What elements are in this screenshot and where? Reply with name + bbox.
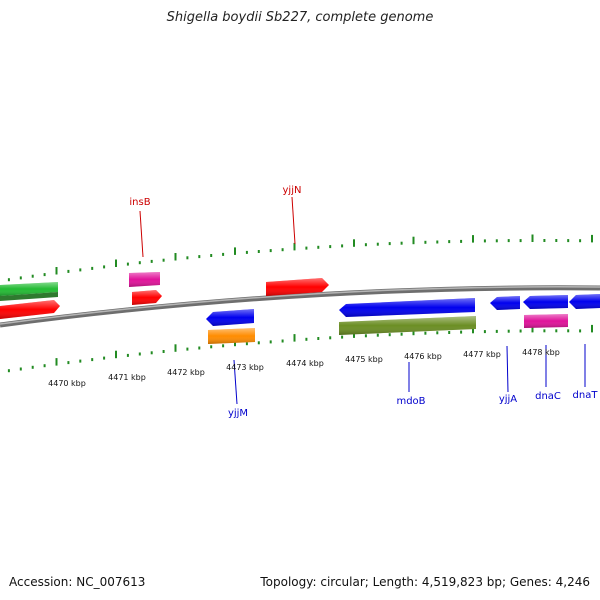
- lower-tick-track: [7, 324, 593, 373]
- gene-dnaT[interactable]: [569, 294, 600, 309]
- gene-dnaC-pink[interactable]: [524, 314, 568, 328]
- insB-leader-line: [139, 210, 144, 258]
- gene-label-mdoB[interactable]: mdoB: [396, 396, 425, 407]
- gene-label-dnaC[interactable]: dnaC: [535, 391, 561, 402]
- scale-label: 4473 kbp: [226, 363, 264, 372]
- gene-dnaC[interactable]: [523, 295, 568, 309]
- gene-red-1[interactable]: [0, 300, 60, 319]
- scale-labels: 4470 kbp 4471 kbp 4472 kbp 4473 kbp 4474…: [48, 348, 560, 388]
- gene-insB-pink[interactable]: [129, 272, 160, 287]
- upper-tick-track: [7, 234, 593, 282]
- gene-mdoB-olive[interactable]: [339, 316, 476, 335]
- gene-mdoB-blue[interactable]: [339, 298, 475, 317]
- gene-insB-red[interactable]: [132, 290, 162, 305]
- gene-label-yjjN[interactable]: yjjN: [283, 185, 302, 196]
- scale-label: 4470 kbp: [48, 379, 86, 388]
- scale-label: 4472 kbp: [167, 368, 205, 377]
- gene-yjjM-blue[interactable]: [206, 309, 254, 326]
- gene-green-1[interactable]: [0, 282, 58, 296]
- gene-label-dnaT[interactable]: dnaT: [573, 390, 599, 401]
- gene-yjjM-orange[interactable]: [208, 328, 255, 344]
- gene-darkgreen-1[interactable]: [0, 292, 58, 301]
- scale-label: 4474 kbp: [286, 359, 324, 368]
- scale-label: 4475 kbp: [345, 355, 383, 364]
- gene-yjjA[interactable]: [490, 296, 520, 310]
- scale-label: 4471 kbp: [108, 373, 146, 382]
- gene-label-insB[interactable]: insB: [129, 197, 150, 208]
- accession-text: Accession: NC_007613: [9, 575, 146, 589]
- page-title: Shigella boydii Sb227, complete genome: [166, 10, 434, 25]
- genome-backbone: [0, 285, 600, 328]
- gene-label-yjjA[interactable]: yjjA: [499, 394, 517, 405]
- genome-summary-text: Topology: circular; Length: 4,519,823 bp…: [260, 575, 590, 589]
- scale-label: 4476 kbp: [404, 352, 442, 361]
- gene-label-yjjM[interactable]: yjjM: [228, 408, 248, 419]
- scale-label: 4478 kbp: [522, 348, 560, 357]
- yjjN-leader-line: [291, 196, 296, 245]
- yjjM-leader-line: [233, 359, 238, 405]
- yjjA-leader-line: [506, 345, 509, 393]
- gene-yjjN[interactable]: [266, 278, 329, 296]
- scale-label: 4477 kbp: [463, 350, 501, 359]
